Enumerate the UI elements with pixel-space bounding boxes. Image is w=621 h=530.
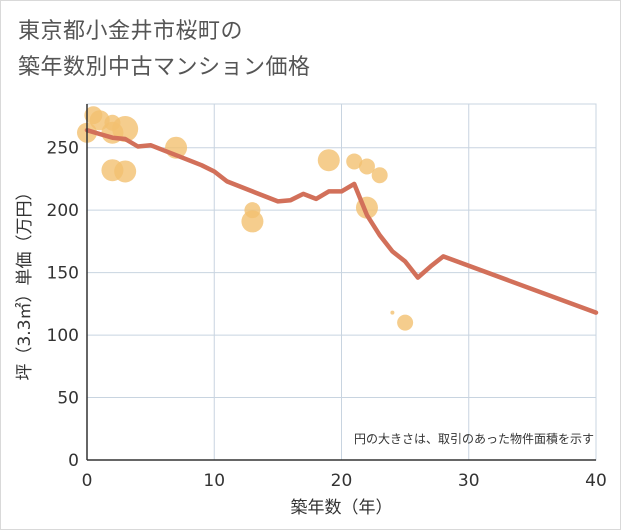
data-bubble bbox=[397, 314, 414, 331]
x-tick-label: 40 bbox=[585, 471, 607, 491]
y-tick-label: 50 bbox=[57, 389, 79, 409]
data-bubble bbox=[114, 160, 137, 183]
data-bubble bbox=[317, 149, 340, 172]
data-bubble bbox=[346, 153, 363, 170]
y-tick-label: 150 bbox=[47, 264, 79, 284]
chart-title-line2: 築年数別中古マンション価格 bbox=[18, 55, 311, 80]
grid-lines bbox=[86, 103, 597, 461]
data-bubble bbox=[371, 167, 388, 184]
y-tick-label: 100 bbox=[47, 326, 79, 346]
y-tick-label: 200 bbox=[47, 201, 79, 221]
data-bubble bbox=[390, 310, 395, 315]
x-tick-label: 30 bbox=[458, 471, 480, 491]
chart-title: 東京都小金井市桜町の 築年数別中古マンション価格 bbox=[18, 14, 311, 86]
data-bubble bbox=[358, 158, 375, 175]
chart-title-line1: 東京都小金井市桜町の bbox=[18, 19, 244, 44]
y-tick-label: 250 bbox=[47, 139, 79, 159]
line-layer bbox=[84, 127, 599, 315]
x-axis-label: 築年数（年） bbox=[291, 498, 393, 518]
x-tick-label: 20 bbox=[331, 471, 353, 491]
y-axis-label: 坪（3.3㎡）単価（万円） bbox=[15, 183, 35, 380]
data-bubble bbox=[112, 115, 139, 142]
average-price-line bbox=[84, 127, 599, 315]
data-bubble bbox=[241, 210, 264, 233]
x-tick-label: 0 bbox=[82, 471, 93, 491]
y-tick-label: 0 bbox=[68, 451, 79, 471]
x-tick-label: 10 bbox=[203, 471, 225, 491]
axes: 0 50 100 150 200 250 0 10 20 30 40 bbox=[47, 104, 607, 491]
size-note: 円の大きさは、取引のあった物件面積を示す bbox=[354, 431, 594, 446]
